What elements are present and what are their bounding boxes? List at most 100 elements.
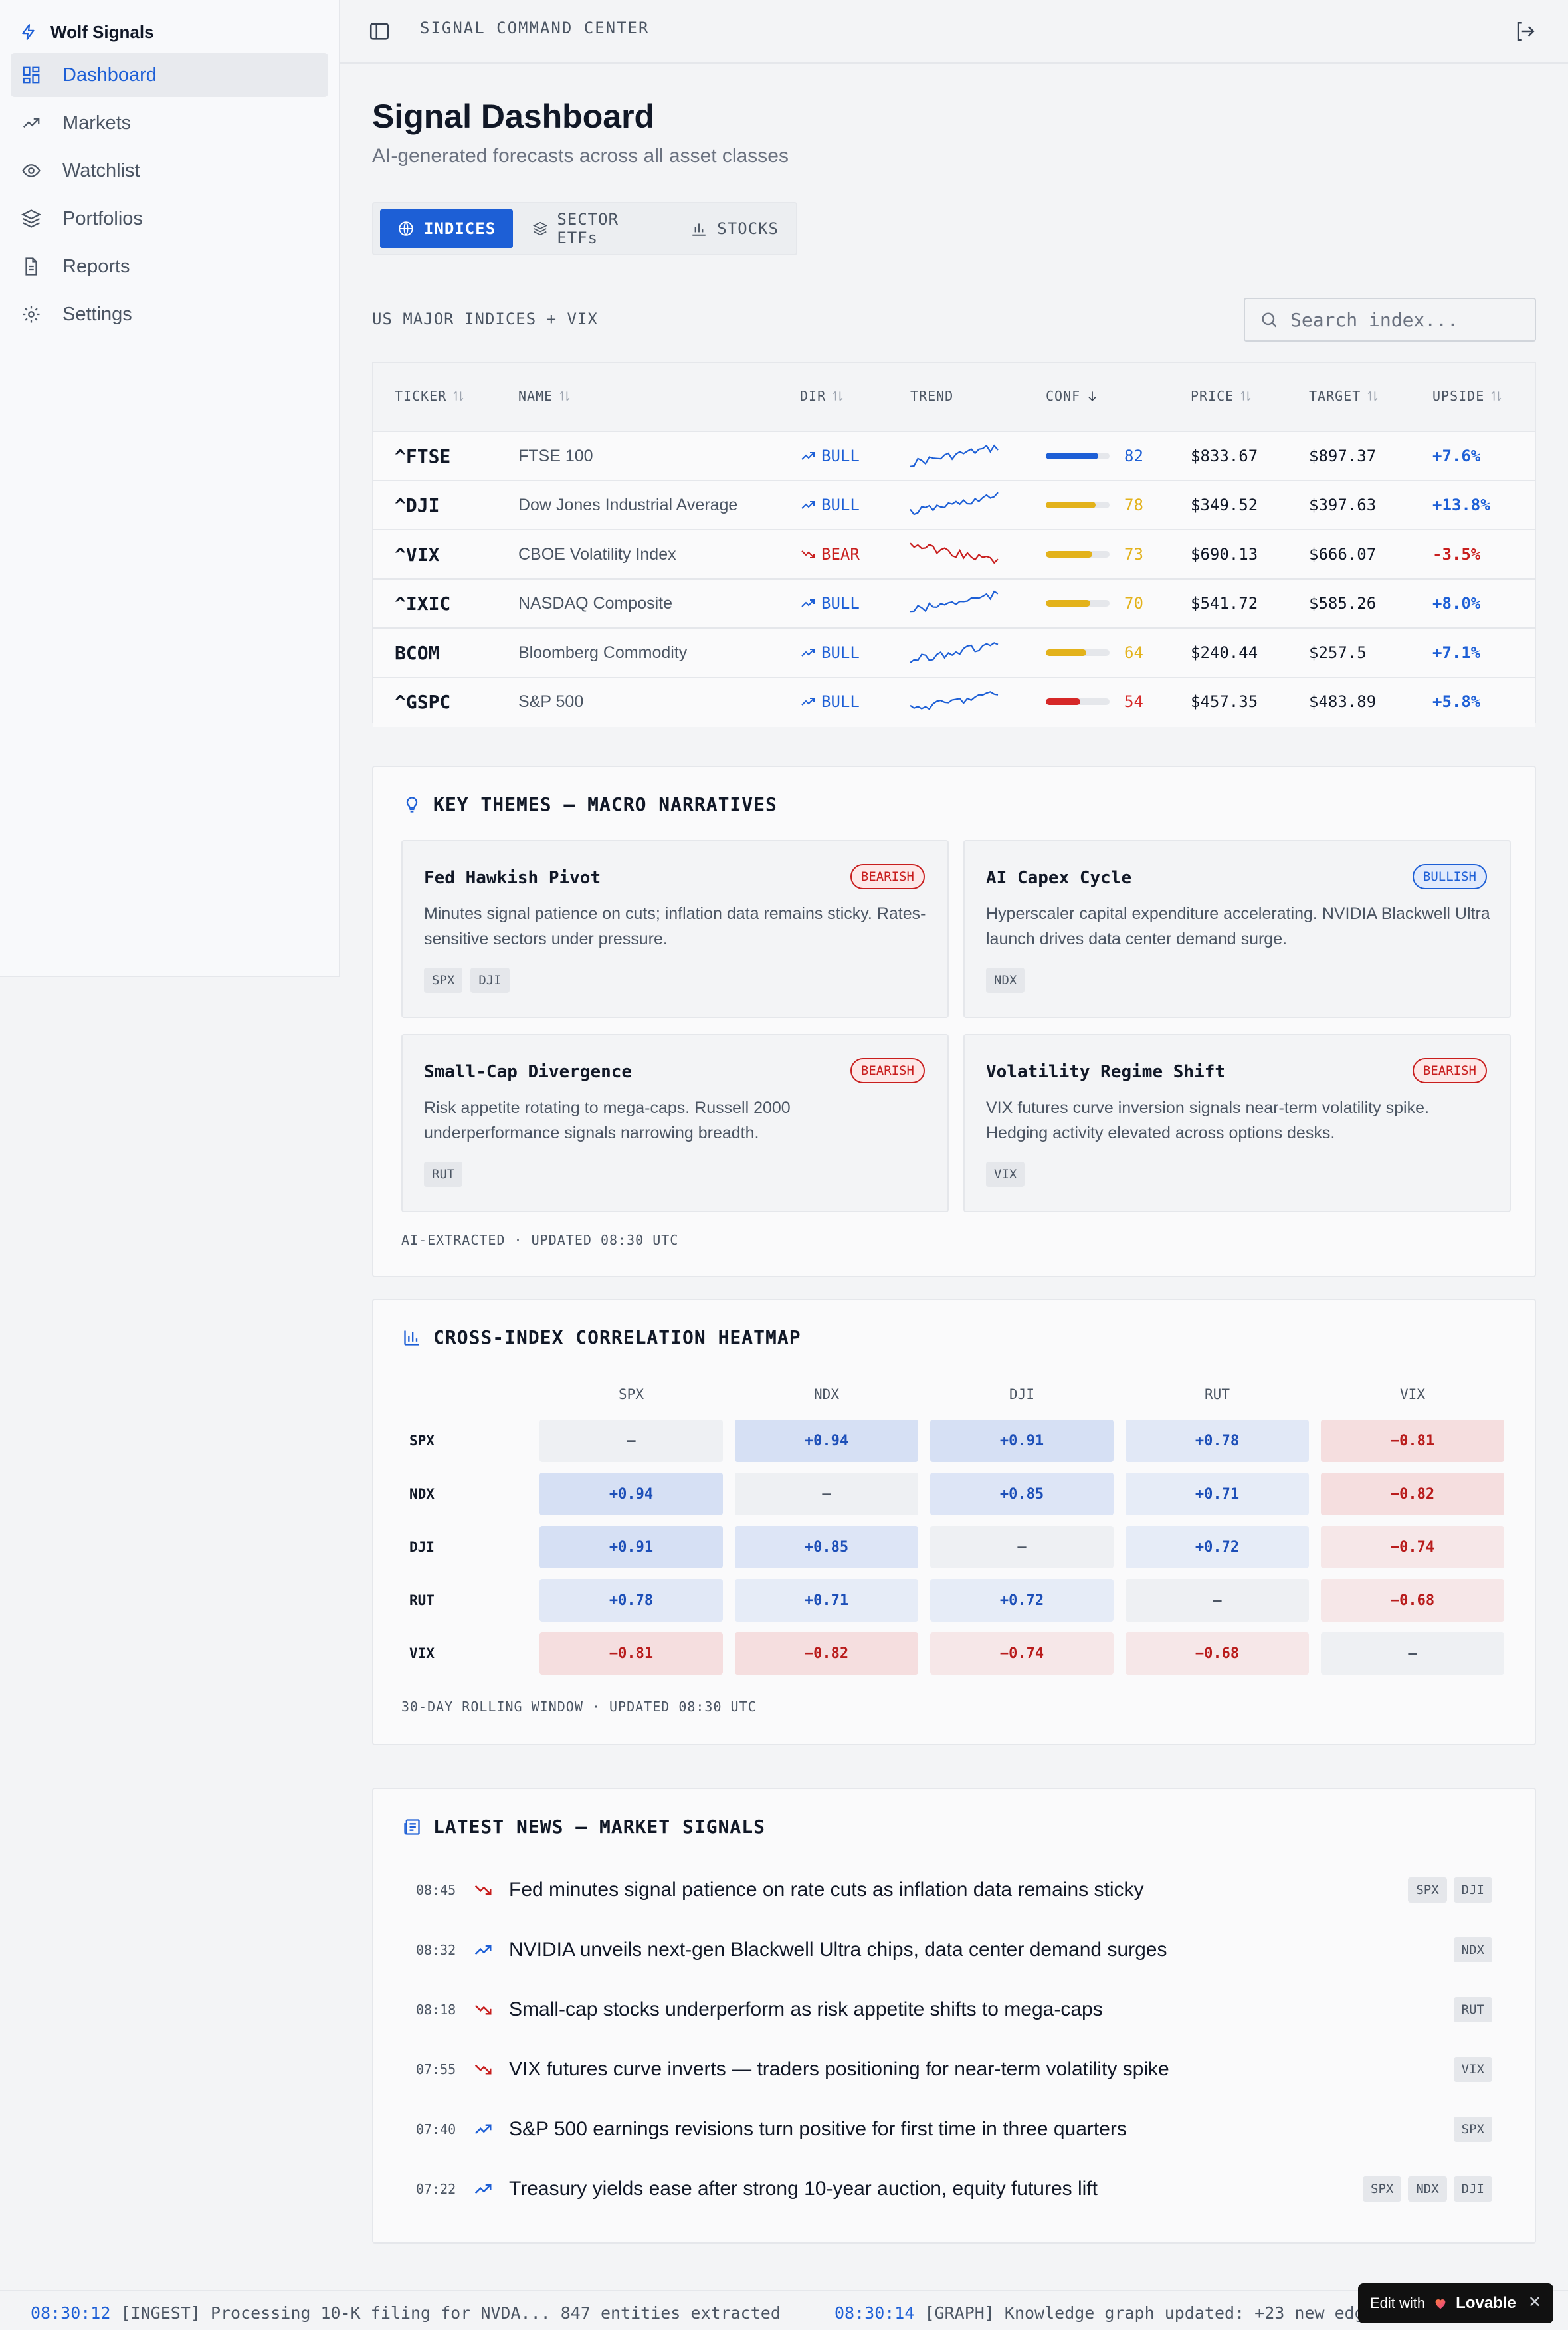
sidebar-item-watchlist[interactable]: Watchlist [11, 149, 328, 193]
heatmap-cell[interactable]: +0.72 [1126, 1526, 1309, 1568]
tag-chip[interactable]: NDX [1408, 2176, 1447, 2202]
heatmap-footer: 30-DAY ROLLING WINDOW · UPDATED 08:30 UT… [401, 1699, 757, 1715]
news-tags: VIX [1453, 2057, 1492, 2082]
news-headline: S&P 500 earnings revisions turn positive… [509, 2118, 1127, 2140]
confidence-bar [1046, 600, 1110, 607]
table-row[interactable]: ^FTSE FTSE 100 BULL 82 $833.67 $897.37 +7.6% [373, 432, 1535, 481]
column-label: TREND [910, 388, 954, 404]
tag-chip[interactable]: VIX [1453, 2057, 1492, 2082]
theme-card[interactable]: Volatility Regime Shift BEARISH VIX future… [963, 1034, 1511, 1212]
heatmap-cell[interactable]: −0.68 [1321, 1579, 1504, 1622]
news-headline: Fed minutes signal patience on rate cuts… [509, 1879, 1144, 1901]
tag-chip[interactable]: DJI [470, 968, 510, 993]
cell-ticker: ^FTSE [395, 445, 451, 467]
edit-with-lovable-badge[interactable]: Edit with Lovable ✕ [1358, 2283, 1553, 2323]
tag-chip[interactable]: SPX [1363, 2176, 1402, 2202]
heatmap-cell[interactable]: +0.78 [539, 1579, 723, 1622]
theme-card[interactable]: Fed Hawkish Pivot BEARISH Minutes signal p… [401, 840, 949, 1018]
tag-chip[interactable]: SPX [1453, 2117, 1492, 2142]
tab-stocks[interactable]: STOCKS [673, 209, 796, 248]
column-header-ticker[interactable]: TICKER [395, 388, 465, 404]
news-item[interactable]: 08:32 NVIDIA unveils next-gen Blackwell U… [416, 1930, 1492, 1970]
theme-card[interactable]: AI Capex Cycle BULLISH Hyperscaler capital… [963, 840, 1511, 1018]
table-row[interactable]: ^IXIC NASDAQ Composite BULL 70 $541.72 $585.2… [373, 580, 1535, 629]
sidebar-item-dashboard[interactable]: Dashboard [11, 53, 328, 97]
brand[interactable]: Wolf Signals [20, 19, 154, 45]
cell-target: $397.63 [1309, 496, 1377, 514]
column-header-dir[interactable]: DIR [800, 388, 844, 404]
sidebar-toggle-icon[interactable] [368, 20, 391, 43]
tag-chip[interactable]: VIX [986, 1162, 1025, 1187]
confidence-value: 73 [1124, 545, 1143, 564]
heatmap-cell[interactable]: — [539, 1420, 723, 1462]
tag-chip[interactable]: NDX [1453, 1937, 1492, 1962]
heatmap-cell[interactable]: +0.71 [735, 1579, 918, 1622]
sidebar-item-reports[interactable]: Reports [11, 245, 328, 288]
news-headline: Treasury yields ease after strong 10-yea… [509, 2178, 1098, 2200]
tag-chip[interactable]: SPX [424, 968, 463, 993]
tab-sector-etfs[interactable]: SECTOR ETFs [516, 209, 670, 248]
news-item[interactable]: 07:22 Treasury yields ease after strong 1… [416, 2169, 1492, 2209]
heatmap-cell[interactable]: — [1321, 1632, 1504, 1675]
table-row[interactable]: ^DJI Dow Jones Industrial Average BULL 78 $3… [373, 481, 1535, 530]
column-header-price[interactable]: PRICE [1191, 388, 1252, 404]
tag-chip[interactable]: RUT [424, 1162, 463, 1187]
page-title: Signal Dashboard [372, 98, 655, 135]
heatmap-cell[interactable]: — [735, 1473, 918, 1515]
news-item[interactable]: 08:45 Fed minutes signal patience on rate… [416, 1870, 1492, 1910]
tag-chip[interactable]: SPX [1408, 1877, 1447, 1903]
close-icon[interactable]: ✕ [1527, 2293, 1541, 2311]
column-header-target[interactable]: TARGET [1309, 388, 1379, 404]
tab-indices[interactable]: INDICES [380, 209, 514, 248]
logout-icon[interactable] [1514, 20, 1536, 43]
heatmap-cell[interactable]: — [1126, 1579, 1309, 1622]
tag-chip[interactable]: DJI [1453, 2176, 1492, 2202]
cell-confidence: 73 [1046, 530, 1143, 578]
table-row[interactable]: ^VIX CBOE Volatility Index BEAR 73 $690.13 $6… [373, 530, 1535, 580]
column-header-upside[interactable]: UPSIDE [1432, 388, 1503, 404]
tab-label: INDICES [424, 219, 496, 238]
search-box[interactable] [1244, 298, 1536, 342]
sort-icon [559, 391, 570, 401]
breadcrumb: SIGNAL COMMAND CENTER [420, 19, 650, 37]
news-item[interactable]: 08:18 Small-cap stocks underperform as ri… [416, 1990, 1492, 2030]
heatmap-row-label: VIX [409, 1645, 435, 1661]
key-themes-card: KEY THEMES — MACRO NARRATIVES Fed Hawkis… [372, 766, 1536, 1277]
search-input[interactable] [1290, 308, 1529, 331]
sidebar-item-portfolios[interactable]: Portfolios [11, 197, 328, 241]
tape-entry: 08:30:12 [INGEST] Processing 10-K filing… [31, 2303, 781, 2323]
cell-upside: -3.5% [1432, 545, 1481, 564]
news-item[interactable]: 07:40 S&P 500 earnings revisions turn pos… [416, 2109, 1492, 2149]
heatmap-cell[interactable]: +0.72 [930, 1579, 1114, 1622]
table-row[interactable]: BCOM Bloomberg Commodity BULL 64 $240.44 $257… [373, 629, 1535, 678]
heatmap-cell[interactable]: +0.91 [930, 1420, 1114, 1462]
heatmap-cell[interactable]: +0.91 [539, 1526, 723, 1568]
heatmap-cell[interactable]: +0.71 [1126, 1473, 1309, 1515]
heatmap-cell[interactable]: −0.74 [1321, 1526, 1504, 1568]
heatmap-cell[interactable]: — [930, 1526, 1114, 1568]
heatmap-cell[interactable]: +0.85 [735, 1526, 918, 1568]
tag-chip[interactable]: RUT [1453, 1997, 1492, 2022]
heatmap-cell[interactable]: −0.81 [1321, 1420, 1504, 1462]
heatmap-cell[interactable]: −0.82 [1321, 1473, 1504, 1515]
file-icon [25, 257, 37, 276]
tag-chip[interactable]: DJI [1453, 1877, 1492, 1903]
heatmap-cell[interactable]: −0.81 [539, 1632, 723, 1675]
heatmap-cell[interactable]: −0.74 [930, 1632, 1114, 1675]
column-header-name[interactable]: NAME [518, 388, 571, 404]
direction-label: BULL [821, 692, 860, 711]
heatmap-cell[interactable]: +0.78 [1126, 1420, 1309, 1462]
heatmap-cell[interactable]: +0.94 [735, 1420, 918, 1462]
tag-chip[interactable]: NDX [986, 968, 1025, 993]
sidebar-item-settings[interactable]: Settings [11, 292, 328, 336]
heatmap-cell[interactable]: +0.94 [539, 1473, 723, 1515]
heatmap-cell[interactable]: +0.85 [930, 1473, 1114, 1515]
sidebar-item-markets[interactable]: Markets [11, 101, 328, 145]
theme-card[interactable]: Small-Cap Divergence BEARISH Risk appetite… [401, 1034, 949, 1212]
heatmap-cell[interactable]: −0.68 [1126, 1632, 1309, 1675]
column-header-conf[interactable]: CONF [1046, 388, 1099, 404]
news-item[interactable]: 07:55 VIX futures curve inverts — traders… [416, 2050, 1492, 2089]
table-row[interactable]: ^GSPC S&P 500 BULL 54 $457.35 $483.89 +5.8% [373, 678, 1535, 727]
cell-trend [910, 678, 999, 726]
heatmap-cell[interactable]: −0.82 [735, 1632, 918, 1675]
